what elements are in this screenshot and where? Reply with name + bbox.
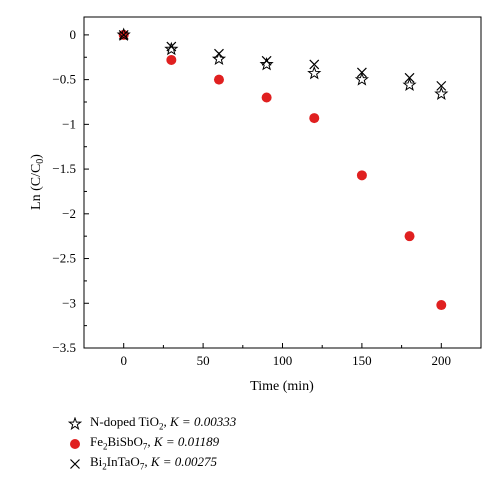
legend-label-bi2intao7: Bi2InTaO7, K = 0.00275 xyxy=(90,453,218,472)
y-tick-label: −0.5 xyxy=(52,72,76,87)
x-tick-label: 50 xyxy=(197,353,210,368)
fe2bisbo7-point xyxy=(213,74,224,85)
n-doped-tio2-point xyxy=(307,65,322,80)
bi2intao7-point xyxy=(436,80,447,91)
legend-item-n-doped-tio2: N-doped TiO2, K = 0.00333 xyxy=(68,414,236,434)
star-marker-icon xyxy=(68,417,82,431)
legend-item-bi2intao7: Bi2InTaO7, K = 0.00275 xyxy=(68,454,236,474)
y-axis-title: Ln (C/C0) xyxy=(29,154,46,210)
x-marker-icon xyxy=(70,459,80,469)
legend-label-n-doped-tio2: N-doped TiO2, K = 0.00333 xyxy=(90,413,237,432)
plot-frame xyxy=(83,16,482,349)
bi2intao7-point xyxy=(309,59,320,70)
chart-svg: 0 50 100 150 200 0 −0.5 −1 −1.5 −2 −2.5 −3 −3.5 Time… xyxy=(29,16,482,394)
n-doped-tio2-point xyxy=(116,27,131,41)
axis-ticks: 0 50 100 150 200 0 −0.5 −1 −1.5 −2 −2.5 −3 −3.5 xyxy=(52,27,451,368)
y-tick-label: −1.5 xyxy=(52,161,76,176)
bi2intao7-point xyxy=(166,41,177,52)
n-doped-tio2-point xyxy=(164,41,179,56)
fe2bisbo7-point xyxy=(404,231,415,242)
bi2intao7-point xyxy=(214,48,224,59)
legend-item-fe2bisbo7: Fe2BiSbO7, K = 0.01189 xyxy=(68,434,236,454)
legend: N-doped TiO2, K = 0.00333 Fe2BiSbO7, K =… xyxy=(68,414,236,474)
x-tick-label: 150 xyxy=(352,353,372,368)
n-doped-tio2-point xyxy=(354,72,369,86)
n-doped-tio2-point xyxy=(434,86,449,100)
y-tick-label: −1 xyxy=(62,116,76,131)
y-tick-label: −3.5 xyxy=(52,340,76,355)
n-doped-tio2-point xyxy=(402,77,417,91)
n-doped-tio2-point xyxy=(259,56,274,71)
y-tick-label: 0 xyxy=(70,27,77,42)
y-tick-label: −2.5 xyxy=(52,251,76,266)
x-axis-title: Time (min) xyxy=(250,379,314,394)
fe2bisbo7-point xyxy=(166,54,177,65)
bi2intao7-point xyxy=(404,72,415,83)
x-tick-label: 100 xyxy=(273,353,293,368)
bi2intao7-point xyxy=(356,67,367,78)
fe2bisbo7-point xyxy=(436,300,447,311)
legend-label-fe2bisbo7: Fe2BiSbO7, K = 0.01189 xyxy=(90,433,220,452)
bi2intao7-point xyxy=(261,55,272,66)
circle-marker-icon xyxy=(70,439,80,449)
x-tick-label: 200 xyxy=(432,353,452,368)
fe2bisbo7-point xyxy=(261,92,272,103)
bi2intao7-point xyxy=(118,29,129,40)
fe2bisbo7-point xyxy=(309,113,320,124)
y-tick-label: −3 xyxy=(62,295,76,310)
y-tick-label: −2 xyxy=(62,206,76,221)
data-marks xyxy=(116,27,449,311)
x-tick-label: 0 xyxy=(120,353,127,368)
fe2bisbo7-point xyxy=(356,170,367,181)
